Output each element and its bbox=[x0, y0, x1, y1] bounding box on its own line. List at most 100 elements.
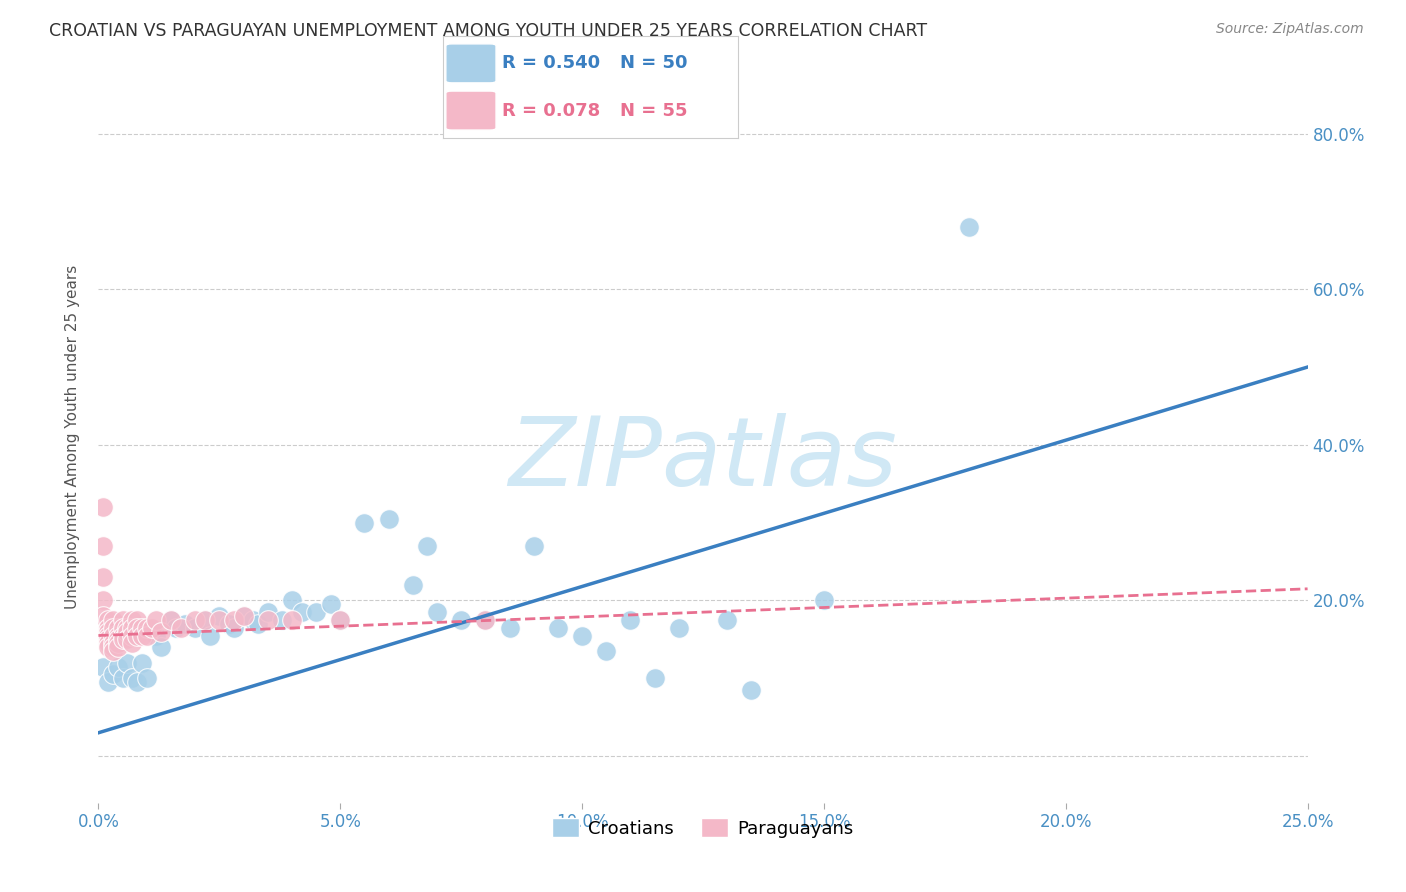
Point bbox=[121, 628, 143, 642]
Point bbox=[208, 613, 231, 627]
Point bbox=[426, 605, 449, 619]
Text: Source: ZipAtlas.com: Source: ZipAtlas.com bbox=[1216, 22, 1364, 37]
Point bbox=[305, 605, 328, 619]
Point bbox=[329, 613, 352, 627]
Point bbox=[150, 640, 173, 655]
Point bbox=[121, 613, 143, 627]
Point bbox=[101, 613, 124, 627]
Point bbox=[91, 609, 114, 624]
Point bbox=[232, 609, 254, 624]
Point bbox=[247, 616, 270, 631]
Point bbox=[107, 636, 129, 650]
Text: CROATIAN VS PARAGUAYAN UNEMPLOYMENT AMONG YOUTH UNDER 25 YEARS CORRELATION CHART: CROATIAN VS PARAGUAYAN UNEMPLOYMENT AMON… bbox=[49, 22, 928, 40]
Point bbox=[97, 636, 120, 650]
Point bbox=[97, 628, 120, 642]
Point bbox=[107, 621, 129, 635]
Text: ZIPatlas: ZIPatlas bbox=[509, 412, 897, 506]
Point bbox=[97, 621, 120, 635]
Point bbox=[131, 628, 153, 642]
Point bbox=[740, 683, 762, 698]
Point bbox=[222, 613, 245, 627]
Point bbox=[165, 621, 187, 635]
Point bbox=[101, 621, 124, 635]
Point bbox=[281, 613, 304, 627]
Point bbox=[101, 667, 124, 681]
Point bbox=[97, 675, 120, 690]
FancyBboxPatch shape bbox=[446, 44, 496, 83]
Point bbox=[319, 598, 342, 612]
Point bbox=[135, 621, 157, 635]
Point bbox=[184, 613, 207, 627]
Point bbox=[813, 593, 835, 607]
Point bbox=[256, 613, 278, 627]
Point bbox=[271, 613, 294, 627]
Point bbox=[111, 621, 134, 635]
Point bbox=[101, 628, 124, 642]
Point bbox=[135, 628, 157, 642]
Point bbox=[644, 671, 666, 685]
Point bbox=[474, 613, 496, 627]
Point bbox=[547, 621, 569, 635]
Point bbox=[498, 621, 520, 635]
Point bbox=[127, 675, 149, 690]
Point bbox=[91, 500, 114, 515]
Point bbox=[416, 539, 439, 553]
Point bbox=[121, 621, 143, 635]
Point bbox=[91, 593, 114, 607]
Text: N = 55: N = 55 bbox=[620, 102, 688, 120]
Point bbox=[111, 613, 134, 627]
Point bbox=[111, 632, 134, 647]
Point bbox=[127, 621, 149, 635]
Point bbox=[131, 656, 153, 670]
Point bbox=[117, 632, 139, 647]
Point bbox=[145, 628, 167, 642]
Point bbox=[97, 640, 120, 655]
Point bbox=[474, 613, 496, 627]
Point bbox=[117, 656, 139, 670]
Point bbox=[160, 613, 183, 627]
Point bbox=[256, 605, 278, 619]
Point bbox=[141, 621, 163, 635]
Point bbox=[208, 609, 231, 624]
Point bbox=[232, 609, 254, 624]
Point bbox=[198, 628, 221, 642]
Point bbox=[194, 613, 217, 627]
Point bbox=[218, 616, 240, 631]
Point bbox=[174, 616, 197, 631]
Point bbox=[121, 671, 143, 685]
Point bbox=[353, 516, 375, 530]
Point bbox=[101, 636, 124, 650]
Point bbox=[107, 632, 129, 647]
Point bbox=[329, 613, 352, 627]
Point bbox=[450, 613, 472, 627]
Point bbox=[97, 624, 120, 639]
Text: R = 0.078: R = 0.078 bbox=[502, 102, 600, 120]
Point bbox=[135, 671, 157, 685]
Point bbox=[101, 644, 124, 658]
Point bbox=[242, 613, 264, 627]
Point bbox=[91, 539, 114, 553]
Point bbox=[101, 640, 124, 655]
Point bbox=[121, 636, 143, 650]
Point bbox=[131, 621, 153, 635]
Point bbox=[160, 613, 183, 627]
Point bbox=[571, 628, 593, 642]
FancyBboxPatch shape bbox=[446, 91, 496, 130]
Point bbox=[184, 621, 207, 635]
Point bbox=[107, 640, 129, 655]
Point bbox=[957, 219, 980, 234]
Point bbox=[619, 613, 641, 627]
Point bbox=[127, 613, 149, 627]
Text: R = 0.540: R = 0.540 bbox=[502, 54, 600, 72]
Point bbox=[111, 671, 134, 685]
Point bbox=[668, 621, 690, 635]
Point bbox=[127, 628, 149, 642]
Point bbox=[281, 593, 304, 607]
Point bbox=[169, 621, 191, 635]
Point bbox=[523, 539, 546, 553]
Legend: Croatians, Paraguayans: Croatians, Paraguayans bbox=[546, 811, 860, 845]
Point bbox=[290, 605, 312, 619]
Point bbox=[117, 621, 139, 635]
Point bbox=[716, 613, 738, 627]
Point bbox=[377, 512, 399, 526]
